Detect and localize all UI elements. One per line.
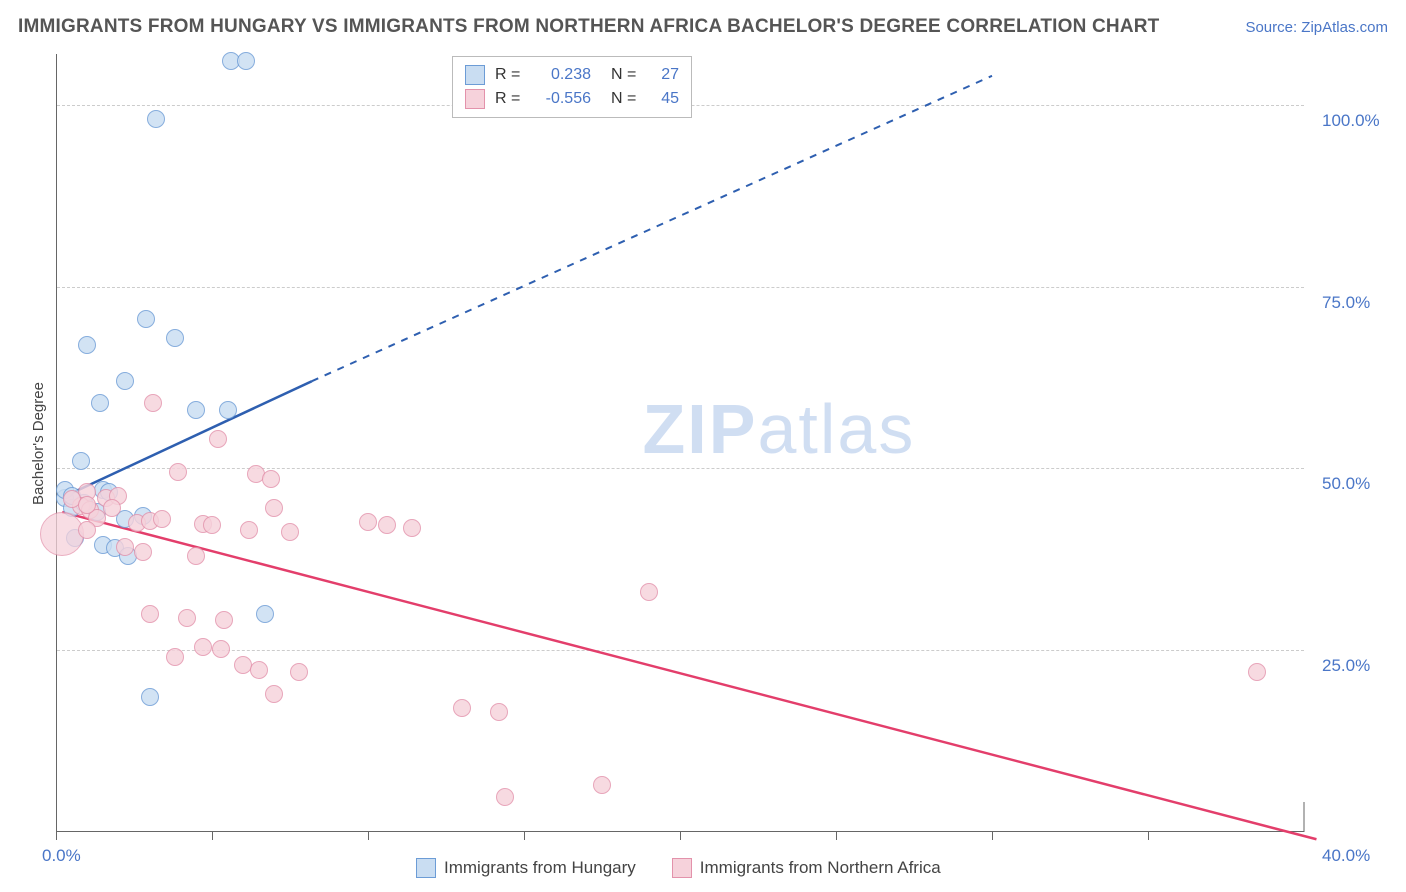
legend-r-label: R = [495, 66, 523, 84]
scatter-point [203, 516, 221, 534]
scatter-point [256, 605, 274, 623]
xtick-mark [56, 832, 57, 840]
xtick-mark [1148, 832, 1149, 840]
legend-swatch [465, 65, 485, 85]
scatter-point [187, 547, 205, 565]
series-legend-item: Immigrants from Northern Africa [672, 858, 941, 878]
chart-title: IMMIGRANTS FROM HUNGARY VS IMMIGRANTS FR… [18, 16, 1159, 38]
ytick-label: 50.0% [1322, 474, 1402, 494]
scatter-point [219, 401, 237, 419]
legend-n-label: N = [611, 90, 639, 108]
scatter-point [215, 611, 233, 629]
scatter-point [91, 394, 109, 412]
scatter-point [72, 452, 90, 470]
scatter-point [141, 688, 159, 706]
chart-plot-area [56, 54, 1304, 832]
series-legend-item: Immigrants from Hungary [416, 858, 636, 878]
scatter-point [78, 521, 96, 539]
scatter-point [194, 638, 212, 656]
scatter-point [78, 496, 96, 514]
legend-r-value: 0.238 [533, 66, 591, 84]
legend-swatch [672, 858, 692, 878]
scatter-point [147, 110, 165, 128]
scatter-point [250, 661, 268, 679]
scatter-point [240, 521, 258, 539]
scatter-point [153, 510, 171, 528]
scatter-point [209, 430, 227, 448]
legend-r-label: R = [495, 90, 523, 108]
scatter-point [166, 648, 184, 666]
ytick-label: 25.0% [1322, 656, 1402, 676]
yaxis-title: Bachelor's Degree [30, 382, 47, 505]
scatter-point [593, 776, 611, 794]
scatter-point [166, 329, 184, 347]
xtick-mark [680, 832, 681, 840]
scatter-point [453, 699, 471, 717]
scatter-point [78, 336, 96, 354]
xaxis-start-label: 0.0% [42, 846, 81, 866]
scatter-point [116, 538, 134, 556]
legend-n-value: 27 [649, 66, 679, 84]
scatter-point [403, 519, 421, 537]
legend-swatch [465, 89, 485, 109]
legend-r-value: -0.556 [533, 90, 591, 108]
series-name: Immigrants from Hungary [444, 858, 636, 878]
scatter-point [490, 703, 508, 721]
scatter-point [178, 609, 196, 627]
scatter-point [116, 372, 134, 390]
scatter-point-large [40, 512, 84, 556]
series-name: Immigrants from Northern Africa [700, 858, 941, 878]
source-link[interactable]: Source: ZipAtlas.com [1245, 19, 1388, 36]
legend-n-label: N = [611, 66, 639, 84]
scatter-point [141, 605, 159, 623]
xtick-mark [524, 832, 525, 840]
scatter-point [378, 516, 396, 534]
correlation-legend: R = 0.238 N = 27 R = -0.556 N = 45 [452, 56, 692, 118]
legend-n-value: 45 [649, 90, 679, 108]
gridline [57, 468, 1304, 469]
legend-row: R = -0.556 N = 45 [465, 87, 679, 111]
legend-row: R = 0.238 N = 27 [465, 63, 679, 87]
scatter-point [281, 523, 299, 541]
scatter-point [237, 52, 255, 70]
ytick-label: 100.0% [1322, 111, 1402, 131]
xaxis-end-label: 40.0% [1322, 846, 1370, 866]
scatter-point [169, 463, 187, 481]
scatter-point [640, 583, 658, 601]
scatter-point [212, 640, 230, 658]
scatter-point [134, 543, 152, 561]
scatter-point [359, 513, 377, 531]
xtick-mark [368, 832, 369, 840]
scatter-point [103, 499, 121, 517]
xtick-mark [992, 832, 993, 840]
gridline [57, 287, 1304, 288]
scatter-point [265, 499, 283, 517]
scatter-point [1248, 663, 1266, 681]
ytick-label: 75.0% [1322, 293, 1402, 313]
scatter-point [144, 394, 162, 412]
scatter-point [137, 310, 155, 328]
scatter-point [496, 788, 514, 806]
xtick-mark [212, 832, 213, 840]
gridline [57, 650, 1304, 651]
scatter-point [187, 401, 205, 419]
scatter-point [265, 685, 283, 703]
xtick-mark [836, 832, 837, 840]
scatter-point [290, 663, 308, 681]
scatter-point [262, 470, 280, 488]
series-legend: Immigrants from Hungary Immigrants from N… [416, 858, 941, 878]
legend-swatch [416, 858, 436, 878]
title-bar: IMMIGRANTS FROM HUNGARY VS IMMIGRANTS FR… [18, 12, 1388, 42]
